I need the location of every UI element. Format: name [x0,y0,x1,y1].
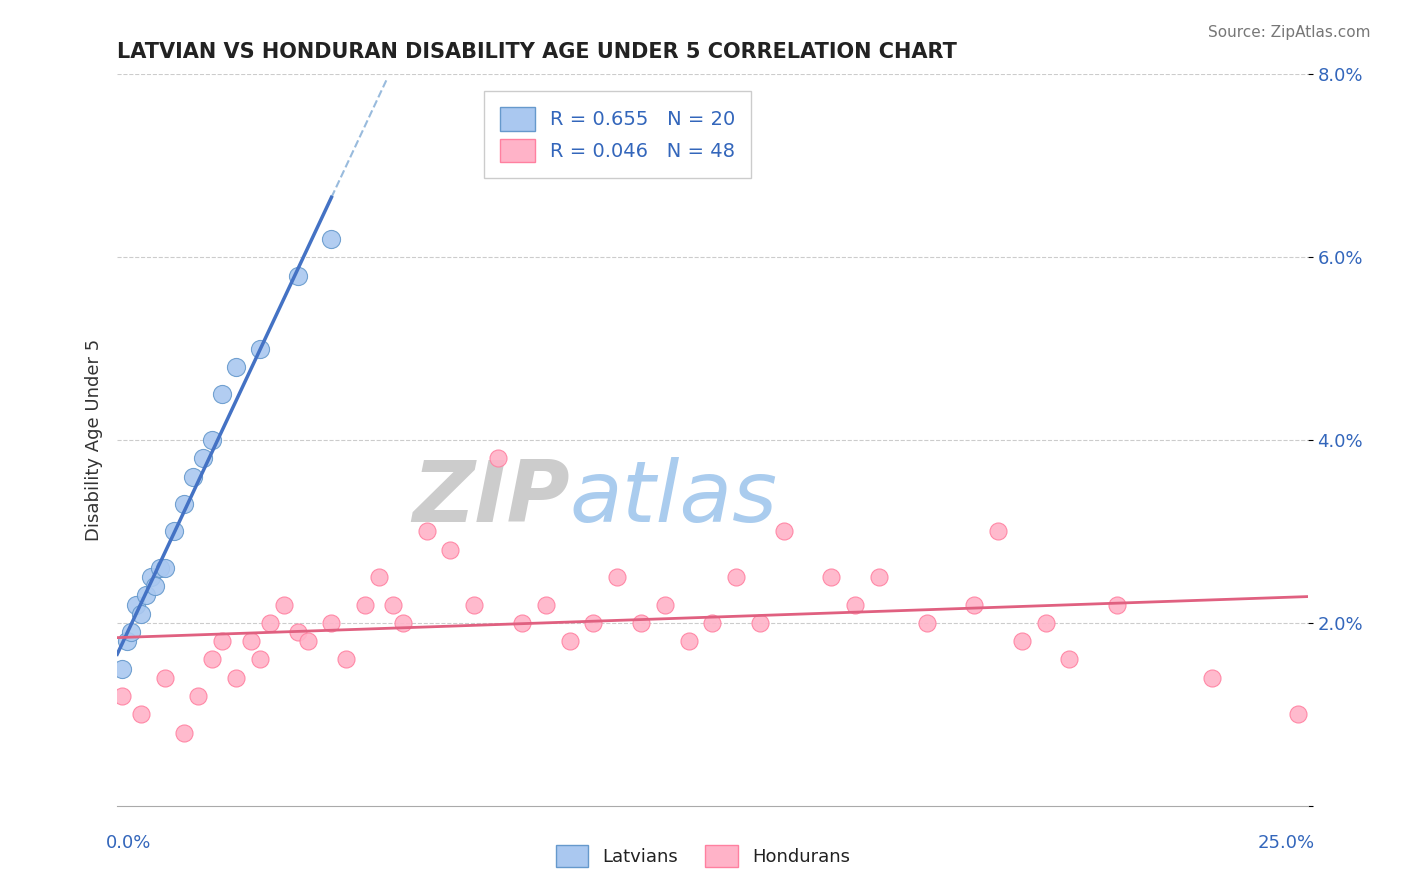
Point [111,689,134,703]
Point [149,561,172,575]
Point [139,570,162,584]
Point [129,607,152,621]
Point [987,524,1010,539]
Point [153,561,176,575]
Point [558,634,581,648]
Point [353,598,375,612]
Point [486,451,509,466]
Point [963,598,986,612]
Point [772,524,794,539]
Point [143,579,166,593]
Point [125,598,148,612]
Text: Source: ZipAtlas.com: Source: ZipAtlas.com [1208,25,1371,40]
Point [510,615,533,630]
Point [630,615,652,630]
Point [534,598,557,612]
Point [259,615,281,630]
Point [1011,634,1033,648]
Point [225,671,247,685]
Text: LATVIAN VS HONDURAN DISABILITY AGE UNDER 5 CORRELATION CHART: LATVIAN VS HONDURAN DISABILITY AGE UNDER… [117,42,957,62]
Point [211,634,233,648]
Point [321,232,343,246]
Legend: Latvians, Hondurans: Latvians, Hondurans [548,838,858,874]
Point [415,524,437,539]
Point [654,598,676,612]
Point [211,387,233,401]
Text: ZIP: ZIP [412,457,569,540]
Point [249,652,271,666]
Point [678,634,700,648]
Point [249,342,271,356]
Point [725,570,748,584]
Point [201,652,224,666]
Text: 0.0%: 0.0% [105,834,150,852]
Point [287,268,309,283]
Legend: R = 0.655   N = 20, R = 0.046   N = 48: R = 0.655 N = 20, R = 0.046 N = 48 [484,92,751,178]
Point [321,615,343,630]
Point [115,634,138,648]
Point [335,652,357,666]
Point [915,615,938,630]
Point [183,469,205,483]
Point [1059,652,1081,666]
Point [163,524,186,539]
Point [606,570,628,584]
Point [749,615,772,630]
Point [201,433,224,447]
Point [297,634,319,648]
Point [844,598,866,612]
Point [439,542,461,557]
Text: atlas: atlas [569,457,778,540]
Point [273,598,295,612]
Y-axis label: Disability Age Under 5: Disability Age Under 5 [86,339,103,541]
Point [173,725,195,739]
Point [135,589,157,603]
Point [1035,615,1057,630]
Point [121,624,143,639]
Point [225,359,247,374]
Point [368,570,391,584]
Point [239,634,262,648]
Point [702,615,724,630]
Point [187,689,209,703]
Point [582,615,605,630]
Point [191,451,214,466]
Point [868,570,890,584]
Point [173,497,195,511]
Point [287,624,309,639]
Point [382,598,405,612]
Point [111,661,134,675]
Point [820,570,842,584]
Point [1286,707,1309,722]
Point [463,598,485,612]
Point [153,671,176,685]
Text: 25.0%: 25.0% [1257,834,1315,852]
Point [1107,598,1129,612]
Point [1201,671,1223,685]
Point [129,707,152,722]
Point [392,615,415,630]
